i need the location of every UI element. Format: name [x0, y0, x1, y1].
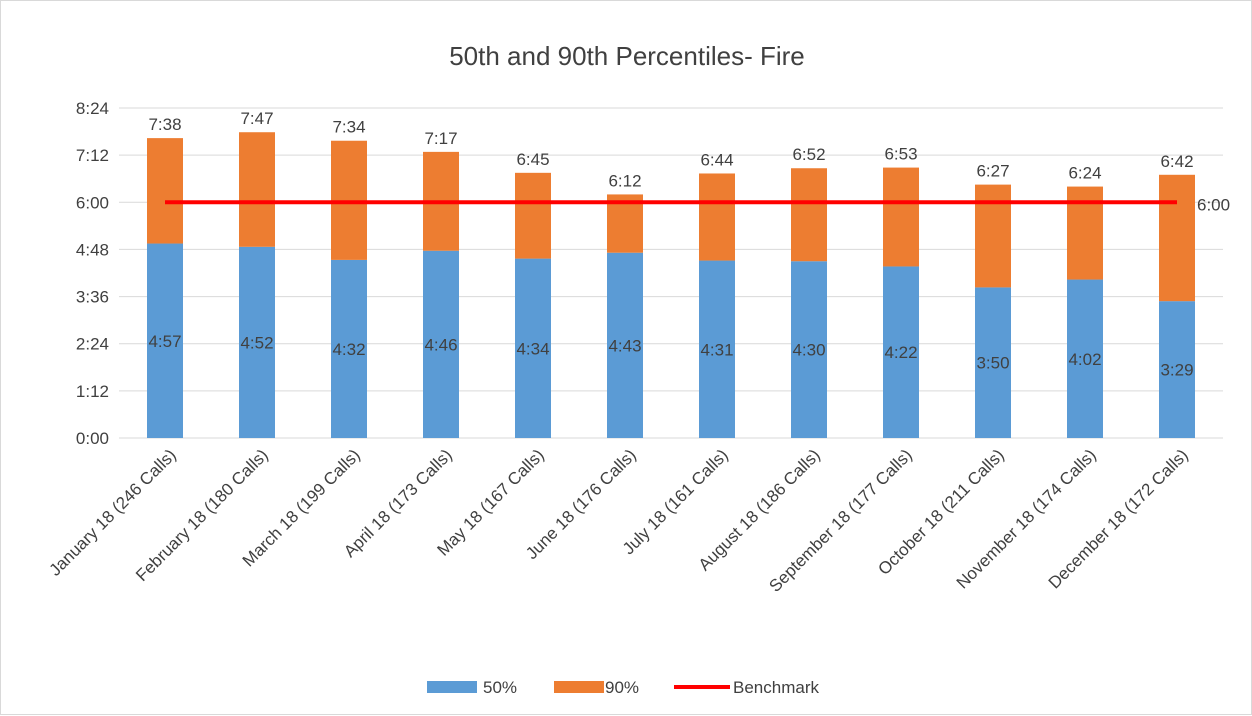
data-label-50: 3:29 — [1160, 361, 1193, 380]
bar-90 — [791, 168, 827, 262]
y-tick-label: 0:00 — [76, 429, 109, 448]
legend-swatch-50 — [427, 681, 477, 693]
legend-swatch-90 — [554, 681, 604, 693]
bar-90 — [1159, 174, 1195, 302]
bar-50 — [607, 252, 643, 438]
data-label-90: 7:47 — [240, 109, 273, 128]
data-label-50: 4:43 — [608, 336, 641, 355]
legend: 50% 90% Benchmark — [427, 678, 819, 697]
data-label-50: 4:52 — [240, 333, 273, 352]
bar-50 — [331, 259, 367, 438]
data-label-50: 4:30 — [792, 341, 825, 360]
y-tick-label: 6:00 — [76, 193, 109, 212]
data-label-90: 7:38 — [148, 115, 181, 134]
bar-90 — [975, 184, 1011, 288]
data-label-90: 6:12 — [608, 171, 641, 190]
data-label-90: 6:42 — [1160, 152, 1193, 171]
bar-50 — [147, 243, 183, 438]
bar-50 — [1067, 279, 1103, 438]
bar-50 — [239, 246, 275, 438]
data-label-50: 4:31 — [700, 340, 733, 359]
data-label-50: 3:50 — [976, 354, 1009, 373]
y-tick-label: 2:24 — [76, 335, 109, 354]
benchmark-label: 6:00 — [1197, 195, 1230, 214]
data-label-90: 6:52 — [792, 145, 825, 164]
bar-50 — [515, 258, 551, 438]
legend-label-50: 50% — [483, 678, 517, 697]
data-label-90: 7:17 — [424, 129, 457, 148]
chart-title: 50th and 90th Percentiles- Fire — [449, 41, 805, 71]
data-label-90: 6:24 — [1068, 164, 1101, 183]
y-tick-label: 3:36 — [76, 288, 109, 307]
y-tick-label: 4:48 — [76, 240, 109, 259]
y-tick-label: 7:12 — [76, 146, 109, 165]
bar-90 — [883, 167, 919, 267]
bar-50 — [1159, 301, 1195, 438]
bar-90 — [239, 132, 275, 247]
data-label-50: 4:22 — [884, 343, 917, 362]
data-label-90: 6:27 — [976, 162, 1009, 181]
data-label-50: 4:32 — [332, 340, 365, 359]
bar-50 — [975, 287, 1011, 438]
data-labels: 4:57 7:38 4:52 7:47 4:32 7:34 4:46 7:17 4:34 6:45… — [148, 109, 1230, 379]
bar-50 — [883, 266, 919, 438]
legend-label-90: 90% — [605, 678, 639, 697]
data-label-50: 4:34 — [516, 339, 549, 358]
bar-50 — [699, 260, 735, 438]
bar-50 — [423, 250, 459, 438]
legend-label-benchmark: Benchmark — [733, 678, 819, 697]
data-label-50: 4:02 — [1068, 350, 1101, 369]
data-label-90: 6:45 — [516, 150, 549, 169]
y-tick-label: 8:24 — [76, 99, 109, 118]
y-axis-ticks: 0:00 1:12 2:24 3:36 4:48 6:00 7:12 8:24 — [76, 99, 109, 448]
data-label-50: 4:57 — [148, 332, 181, 351]
data-label-90: 6:53 — [884, 145, 917, 164]
data-label-50: 4:46 — [424, 335, 457, 354]
gridlines — [119, 107, 1223, 439]
data-label-90: 6:44 — [700, 150, 733, 169]
y-tick-label: 1:12 — [76, 382, 109, 401]
x-axis-ticks: January 18 (246 Calls)February 18 (180 C… — [45, 445, 1191, 595]
bar-90 — [147, 138, 183, 244]
bar-90 — [515, 172, 551, 259]
bar-50 — [791, 261, 827, 438]
data-label-90: 7:34 — [332, 118, 365, 137]
bar-90 — [699, 173, 735, 261]
bars — [147, 132, 1195, 438]
